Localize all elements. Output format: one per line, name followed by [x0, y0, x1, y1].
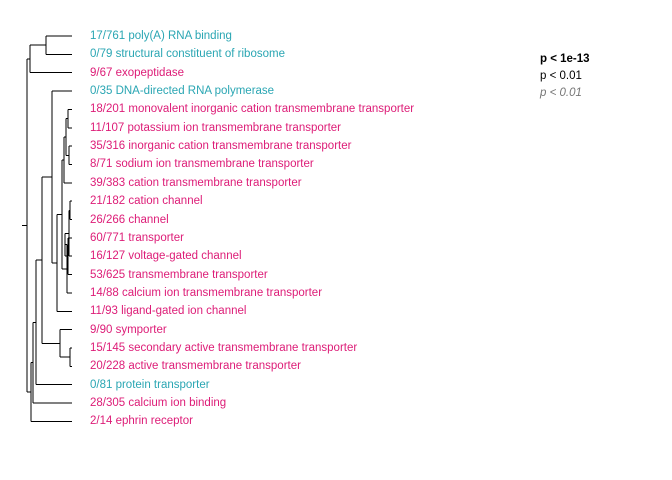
term-label: 0/81 protein transporter — [90, 378, 210, 391]
term-label: 11/107 potassium ion transmembrane trans… — [90, 121, 342, 134]
term-label: 39/383 cation transmembrane transporter — [90, 176, 302, 189]
term-label: 0/35 DNA-directed RNA polymerase — [90, 85, 275, 98]
legend-weak: p < 0.01 — [540, 87, 582, 99]
term-label: 35/316 inorganic cation transmembrane tr… — [90, 140, 352, 153]
legend-medium: p < 0.01 — [540, 70, 582, 82]
term-label: 18/201 monovalent inorganic cation trans… — [90, 103, 415, 116]
term-label: 21/182 cation channel — [90, 195, 203, 208]
term-label: 16/127 voltage-gated channel — [90, 250, 242, 263]
term-label: 17/761 poly(A) RNA binding — [90, 30, 232, 42]
term-label: 8/71 sodium ion transmembrane transporte… — [90, 158, 314, 171]
term-label: 2/14 ephrin receptor — [90, 415, 193, 428]
term-label: 9/67 exopeptidase — [90, 66, 184, 79]
term-label: 53/625 transmembrane transporter — [90, 268, 268, 281]
term-label: 20/228 active transmembrane transporter — [90, 360, 301, 373]
term-label: 9/90 symporter — [90, 323, 167, 336]
term-label: 0/79 structural constituent of ribosome — [90, 48, 285, 61]
term-label: 15/145 secondary active transmembrane tr… — [90, 341, 358, 354]
term-label: 60/771 transporter — [90, 231, 184, 244]
legend-strong: p < 1e-13 — [540, 53, 590, 65]
term-label: 14/88 calcium ion transmembrane transpor… — [90, 286, 323, 299]
term-label: 26/266 channel — [90, 213, 169, 226]
term-label: 28/305 calcium ion binding — [90, 397, 227, 409]
term-label: 11/93 ligand-gated ion channel — [90, 305, 247, 318]
